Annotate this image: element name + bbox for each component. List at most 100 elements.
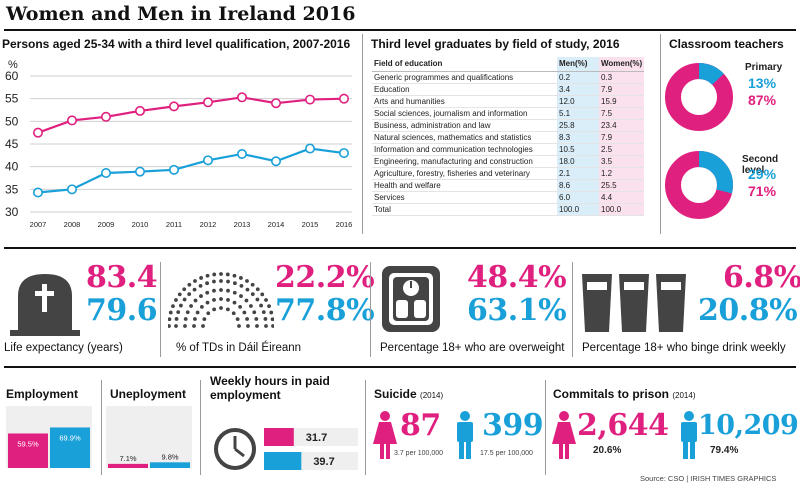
table-row: Arts and humanities 12.0 15.9 [372,95,645,108]
table-cell: 25.5 [599,179,645,192]
divider [572,262,573,357]
divider [545,380,546,475]
table-cell: 5.1 [557,107,599,120]
men-slice [665,151,733,219]
women-data-point [67,115,78,126]
seat-dot [244,298,249,303]
table-cell: Arts and humanities [372,95,557,108]
table-cell: 3.4 [557,83,599,96]
seat-dot [176,310,181,314]
seat-dot [233,281,237,286]
prison-title: Commitals to prison (2014) [553,387,696,401]
prison-men-pct: 79.4% [710,445,739,456]
seat-dot [201,324,205,328]
x-tick-label: 2015 [302,220,319,229]
seat-dot [195,310,200,315]
seat-dot [263,317,268,321]
table-row: Business, administration and law 25.8 23.4 [372,119,645,132]
x-tick-label: 2012 [200,220,217,229]
seat-dot [235,317,240,322]
men-data-point [237,148,248,159]
women-bar [264,428,294,446]
tds-men-value: 77.8% [275,293,375,328]
table-cell: 8.3 [557,131,599,144]
primary-women-pct: 87% [748,92,777,108]
men-data-point [135,166,146,177]
table-cell: 25.8 [557,119,599,132]
seat-dot [182,287,187,292]
divider [101,380,102,475]
x-tick-label: 2016 [336,220,353,229]
table-cell: Education [372,83,557,96]
seat-dot [206,311,211,316]
x-tick-label: 2014 [268,220,285,229]
table-cell: Services [372,191,557,204]
table-cell: 100.0 [599,203,645,216]
seat-dot [238,305,242,309]
divider [362,34,363,234]
seat-dot [183,317,188,321]
table-row: Agriculture, forestry, fisheries and vet… [372,167,645,180]
women-data-point [203,97,214,108]
table-row: Total 100.0 100.0 [372,203,645,216]
women-data-point [135,105,146,116]
seat-dot [205,300,210,305]
seat-dot [255,287,260,292]
y-tick-label: 40 [5,160,19,174]
seat-dot [177,292,182,297]
line-chart: % 30 35 40 45 50 55 60 2007 2008 2009 2010 2011 2012 2… [5,59,353,229]
seat-dot [238,276,243,280]
table-cell: Engineering, manufacturing and construct… [372,155,557,168]
y-tick-label: 50 [5,114,19,128]
men-data-point [32,187,43,198]
overweight-caption: Percentage 18+ who are overweight [380,342,565,354]
seat-dot [245,317,249,321]
men-series-line [37,147,345,194]
table-cell: 7.9 [599,131,645,144]
men-data-point [338,148,349,159]
seat-dot [168,317,172,322]
y-tick-label: 55 [5,92,19,106]
table-cell: 15.9 [599,95,645,108]
x-tick-label: 2013 [234,220,251,229]
seat-dot [259,303,263,308]
seat-dot [239,284,244,288]
table-header: Field of education [372,57,557,72]
table-cell: 7.5 [599,107,645,120]
seat-dot [231,311,236,316]
seat-dot [255,297,260,302]
table-title: Third level graduates by field of study,… [371,37,620,51]
seat-dot [199,294,203,298]
unemployment-chart: 7.1% 9.8% [106,406,192,468]
seat-dot [205,273,210,278]
seat-dot [168,310,173,315]
seat-dot [179,303,183,308]
second-level-donut [665,151,733,219]
life-women-value: 83.4 [86,260,158,295]
title-rule [4,29,796,31]
seat-dot [219,288,223,292]
seat-dot [182,297,187,302]
men-data-point [169,164,180,175]
seat-dot [198,284,203,288]
seat-dot [245,279,249,283]
seat-dot [255,324,259,328]
suicide-title: Suicide (2014) [374,387,444,401]
field-of-study-table: Field of education Men(%) Women(%) Gener… [372,57,645,216]
women-bar [108,463,148,468]
table-row: Generic programmes and qualifications 0.2… [372,71,645,84]
seat-dot [192,287,197,292]
men-data-point [101,168,112,179]
seat-dot [168,324,171,328]
seat-dot [219,306,223,310]
table-row: Health and welfare 8.6 25.5 [372,179,645,192]
seat-dot [212,279,216,284]
seat-dot [225,307,230,312]
seat-dot [174,317,179,321]
seat-dot [174,298,178,302]
seat-dot [219,279,223,283]
table-cell: Health and welfare [372,179,557,192]
women-data-point [101,111,112,122]
table-row: Engineering, manufacturing and construct… [372,155,645,168]
woman-icon [552,411,576,459]
